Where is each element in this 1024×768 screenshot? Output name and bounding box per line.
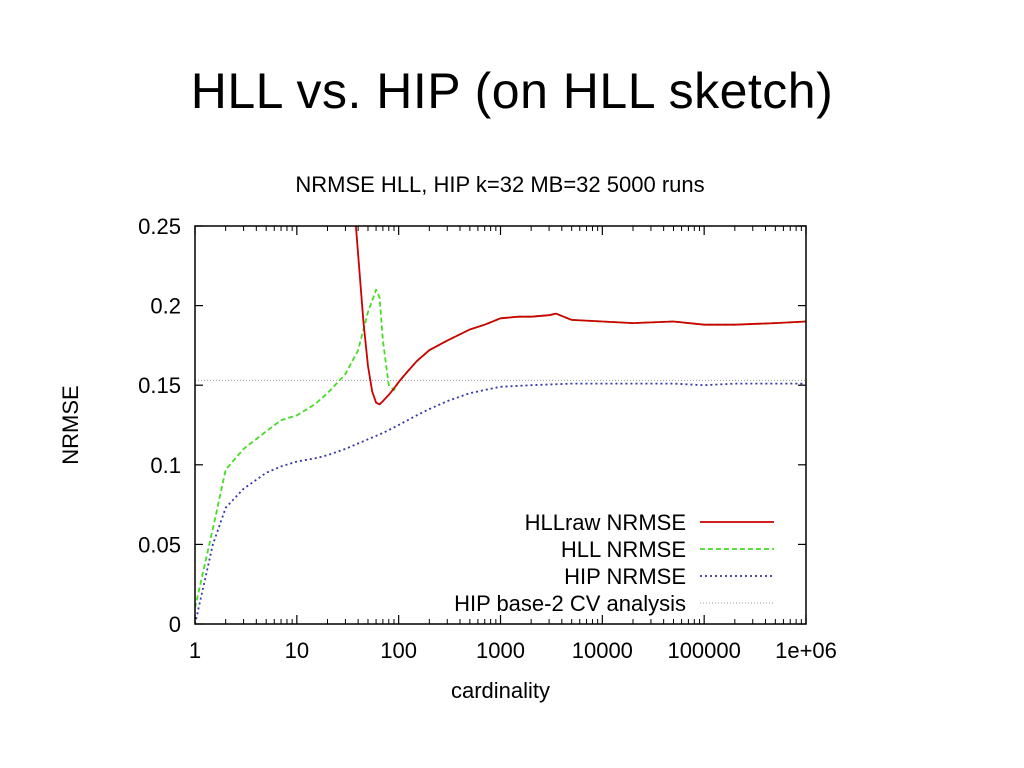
x-tick-label: 100000 xyxy=(667,638,740,663)
series-line-0 xyxy=(355,226,806,406)
y-tick-label: 0.05 xyxy=(138,532,181,557)
chart-title: NRMSE HLL, HIP k=32 MB=32 5000 runs xyxy=(295,172,704,197)
legend-label: HLLraw NRMSE xyxy=(525,510,686,535)
legend-label: HIP base-2 CV analysis xyxy=(454,591,686,616)
axis-ticks: 0 0.05 0.1 0.15 0.2 0.25 1 10 100 1000 10000 100000… xyxy=(138,214,837,663)
x-tick-label: 10000 xyxy=(572,638,633,663)
series-line-2 xyxy=(195,382,806,624)
y-tick-label: 0 xyxy=(169,612,181,637)
x-tick-label: 1e+06 xyxy=(775,638,837,663)
series-layer xyxy=(195,226,806,624)
x-axis-label: cardinality xyxy=(451,678,550,703)
x-tick-label: 100 xyxy=(380,638,417,663)
y-axis-label: NRMSE xyxy=(58,385,83,464)
x-tick-label: 1 xyxy=(189,638,201,663)
x-tick-label: 1000 xyxy=(476,638,525,663)
y-tick-label: 0.25 xyxy=(138,214,181,239)
x-tick-label: 10 xyxy=(285,638,309,663)
slide-title: HLL vs. HIP (on HLL sketch) xyxy=(190,63,834,119)
y-tick-label: 0.15 xyxy=(138,373,181,398)
series-line-1 xyxy=(195,288,806,609)
plot-frame xyxy=(194,225,807,625)
legend-label: HIP NRMSE xyxy=(564,564,686,589)
y-tick-label: 0.2 xyxy=(150,294,181,319)
legend-label: HLL NRMSE xyxy=(561,537,686,562)
y-tick-label: 0.1 xyxy=(150,453,181,478)
